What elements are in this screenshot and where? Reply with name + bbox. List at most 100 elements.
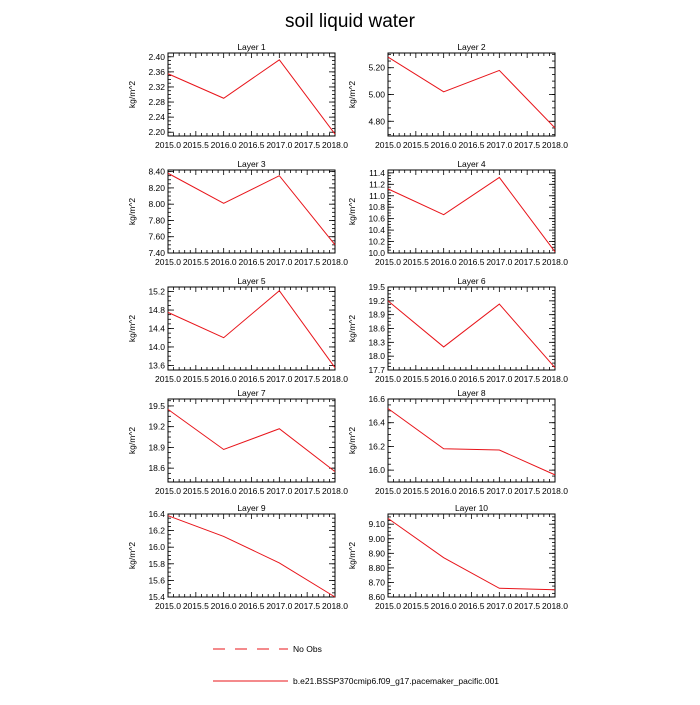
y-tick-label: 10.8 <box>368 202 385 212</box>
x-tick-label: 2017.0 <box>266 601 292 611</box>
series-line <box>387 300 556 369</box>
x-tick-label: 2016.0 <box>211 601 237 611</box>
y-tick-label: 10.6 <box>368 214 385 224</box>
x-tick-label: 2017.0 <box>486 486 512 496</box>
panel-title: Layer 1 <box>237 42 266 52</box>
x-tick-label: 2017.0 <box>486 374 512 384</box>
y-tick-label: 18.6 <box>368 324 385 334</box>
x-tick-label: 2018.0 <box>322 257 348 267</box>
panel-title: Layer 7 <box>237 388 266 398</box>
y-tick-label: 18.9 <box>368 310 385 320</box>
series-line <box>167 59 336 135</box>
x-tick-label: 2016.5 <box>459 140 485 150</box>
y-tick-label: 8.20 <box>148 183 165 193</box>
x-tick-label: 2018.0 <box>542 140 568 150</box>
x-tick-label: 2018.0 <box>322 140 348 150</box>
y-tick-label: 11.4 <box>369 168 385 178</box>
y-tick-label: 18.3 <box>368 337 385 347</box>
y-tick-label: 8.80 <box>368 563 385 573</box>
y-tick-label: 9.00 <box>368 534 385 544</box>
x-tick-label: 2015.0 <box>155 601 181 611</box>
x-tick-label: 2015.5 <box>403 374 429 384</box>
y-tick-label: 15.2 <box>148 287 165 297</box>
x-tick-label: 2016.5 <box>459 374 485 384</box>
x-tick-label: 2015.0 <box>375 140 401 150</box>
x-tick-label: 2018.0 <box>542 257 568 267</box>
y-tick-label: 14.4 <box>148 324 165 334</box>
page-title: soil liquid water <box>285 11 416 32</box>
x-tick-label: 2016.5 <box>239 257 265 267</box>
y-tick-label: 2.40 <box>148 52 165 62</box>
y-axis-label: kg/m^2 <box>127 81 137 108</box>
plot-frame <box>387 52 556 137</box>
x-tick-label: 2015.5 <box>183 601 209 611</box>
x-tick-label: 2018.0 <box>542 601 568 611</box>
y-tick-label: 7.80 <box>148 215 165 225</box>
y-tick-label: 2.28 <box>148 97 165 107</box>
x-tick-label: 2016.0 <box>211 257 237 267</box>
panel-title: Layer 5 <box>237 276 266 286</box>
y-tick-label: 18.6 <box>148 463 165 473</box>
y-tick-label: 11.2 <box>369 179 385 189</box>
plot-frame <box>387 169 556 254</box>
y-tick-label: 5.00 <box>368 90 385 100</box>
y-tick-label: 8.70 <box>368 577 385 587</box>
x-tick-label: 2015.0 <box>155 140 181 150</box>
x-tick-label: 2017.0 <box>266 374 292 384</box>
y-tick-label: 18.0 <box>368 351 385 361</box>
y-axis-label: kg/m^2 <box>347 427 357 454</box>
x-tick-label: 2015.5 <box>403 601 429 611</box>
y-axis-label: kg/m^2 <box>127 427 137 454</box>
y-axis-label: kg/m^2 <box>347 198 357 225</box>
x-tick-label: 2015.5 <box>403 486 429 496</box>
x-tick-label: 2016.0 <box>211 140 237 150</box>
x-tick-label: 2016.0 <box>431 140 457 150</box>
y-tick-label: 14.0 <box>148 342 165 352</box>
y-tick-label: 17.7 <box>368 365 385 375</box>
x-tick-label: 2016.0 <box>431 257 457 267</box>
plot-frame <box>387 286 556 371</box>
series-line <box>167 408 336 473</box>
legend-label: b.e21.BSSP370cmip6.f09_g17.pacemaker_pac… <box>293 676 499 686</box>
x-tick-label: 2015.0 <box>155 257 181 267</box>
x-tick-label: 2015.5 <box>403 140 429 150</box>
series-line <box>167 515 336 598</box>
x-tick-label: 2017.5 <box>514 140 540 150</box>
y-tick-label: 15.4 <box>148 592 165 602</box>
x-tick-label: 2015.5 <box>183 140 209 150</box>
x-tick-label: 2016.5 <box>459 257 485 267</box>
x-tick-label: 2018.0 <box>542 374 568 384</box>
x-tick-label: 2017.5 <box>294 140 320 150</box>
y-tick-label: 10.4 <box>368 225 385 235</box>
y-tick-label: 9.10 <box>368 519 385 529</box>
panel-title: Layer 8 <box>457 388 486 398</box>
plot-frame <box>167 169 336 254</box>
x-tick-label: 2018.0 <box>542 486 568 496</box>
x-tick-label: 2018.0 <box>322 486 348 496</box>
panel-title: Layer 4 <box>457 159 486 169</box>
x-tick-label: 2017.0 <box>266 140 292 150</box>
x-tick-label: 2017.0 <box>486 140 512 150</box>
x-tick-label: 2015.0 <box>375 486 401 496</box>
panel-title: Layer 6 <box>457 276 486 286</box>
plot-frame <box>167 286 336 371</box>
x-tick-label: 2016.5 <box>459 601 485 611</box>
y-tick-label: 5.20 <box>368 63 385 73</box>
x-tick-label: 2016.5 <box>239 486 265 496</box>
x-tick-label: 2016.5 <box>239 601 265 611</box>
y-tick-label: 4.80 <box>368 116 385 126</box>
x-tick-label: 2015.0 <box>155 486 181 496</box>
y-tick-label: 2.32 <box>148 82 165 92</box>
y-tick-label: 16.6 <box>368 394 385 404</box>
x-tick-label: 2017.0 <box>486 257 512 267</box>
y-tick-label: 8.00 <box>148 199 165 209</box>
